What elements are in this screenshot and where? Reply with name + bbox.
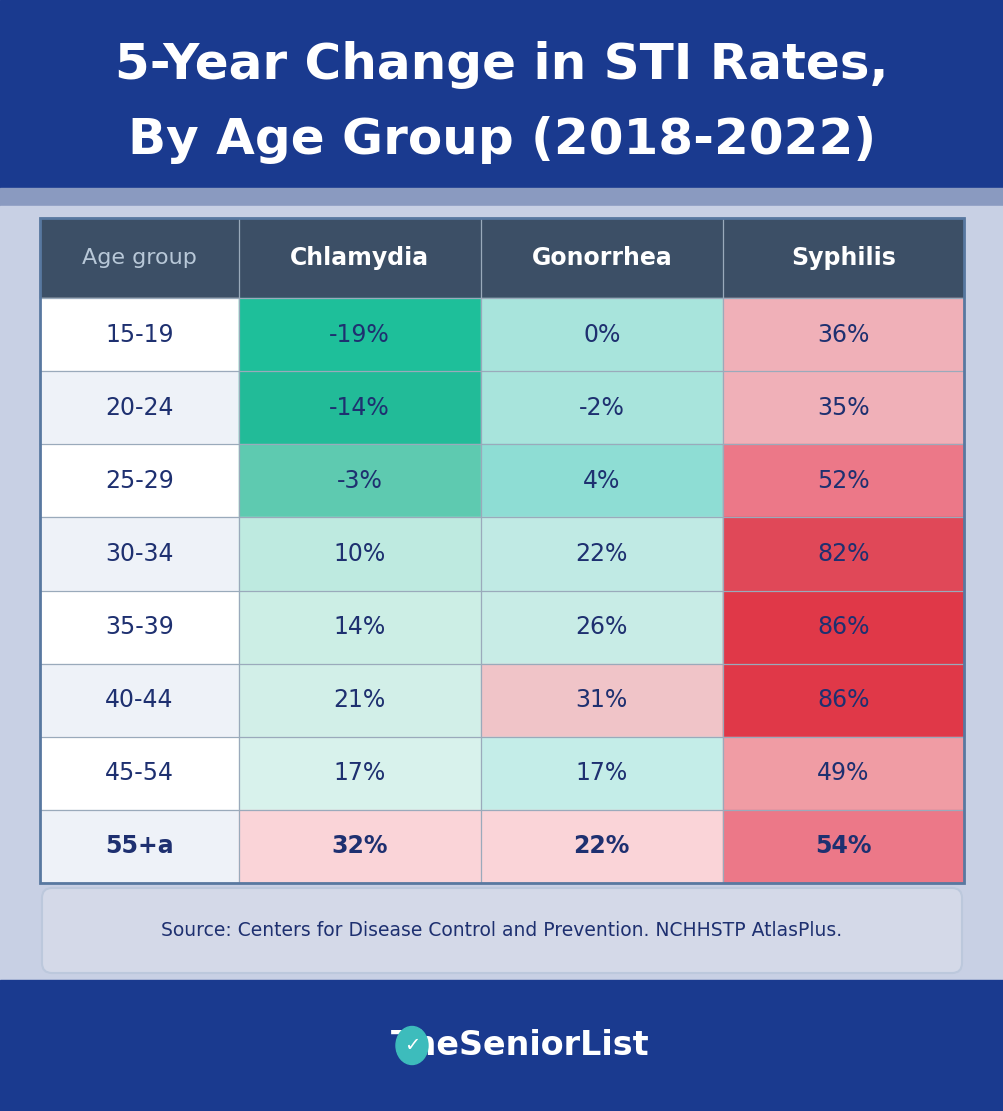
Bar bbox=[239, 518, 480, 591]
Text: 17%: 17% bbox=[333, 761, 385, 785]
Text: 86%: 86% bbox=[816, 688, 869, 712]
Text: 45-54: 45-54 bbox=[104, 761, 174, 785]
Bar bbox=[40, 518, 239, 591]
Text: 20-24: 20-24 bbox=[105, 396, 174, 420]
Bar bbox=[0, 0, 1003, 188]
Bar bbox=[239, 737, 480, 810]
Ellipse shape bbox=[395, 1027, 427, 1064]
Bar bbox=[722, 298, 963, 371]
Text: 21%: 21% bbox=[333, 688, 385, 712]
Bar bbox=[40, 298, 239, 371]
Text: ✓: ✓ bbox=[403, 1035, 420, 1055]
Bar bbox=[480, 810, 722, 883]
Text: 82%: 82% bbox=[816, 542, 869, 565]
Bar bbox=[722, 810, 963, 883]
Bar bbox=[0, 980, 1003, 1111]
Bar bbox=[40, 810, 239, 883]
Text: 0%: 0% bbox=[583, 322, 620, 347]
Bar bbox=[722, 444, 963, 518]
Bar bbox=[40, 663, 239, 737]
Text: Chlamydia: Chlamydia bbox=[290, 246, 429, 270]
Bar bbox=[0, 206, 1003, 1111]
Bar bbox=[40, 218, 963, 883]
Text: By Age Group (2018-2022): By Age Group (2018-2022) bbox=[127, 116, 876, 164]
Bar bbox=[40, 218, 963, 883]
Bar bbox=[239, 444, 480, 518]
Bar bbox=[40, 218, 963, 298]
Bar bbox=[239, 663, 480, 737]
Text: 22%: 22% bbox=[575, 542, 627, 565]
Text: 26%: 26% bbox=[575, 615, 627, 639]
Bar bbox=[40, 591, 239, 663]
Text: 35%: 35% bbox=[816, 396, 869, 420]
Text: 32%: 32% bbox=[331, 834, 387, 859]
Text: 15-19: 15-19 bbox=[105, 322, 174, 347]
Text: -2%: -2% bbox=[579, 396, 624, 420]
Text: Gonorrhea: Gonorrhea bbox=[531, 246, 671, 270]
Text: 49%: 49% bbox=[816, 761, 869, 785]
Text: 14%: 14% bbox=[333, 615, 385, 639]
Bar bbox=[239, 810, 480, 883]
Text: -19%: -19% bbox=[329, 322, 390, 347]
Text: TheSeniorList: TheSeniorList bbox=[390, 1029, 649, 1062]
Text: -14%: -14% bbox=[329, 396, 390, 420]
Bar bbox=[40, 371, 239, 444]
Text: 22%: 22% bbox=[573, 834, 629, 859]
Bar bbox=[40, 737, 239, 810]
Bar bbox=[722, 371, 963, 444]
FancyBboxPatch shape bbox=[42, 888, 961, 973]
Text: 25-29: 25-29 bbox=[105, 469, 174, 493]
Text: 4%: 4% bbox=[583, 469, 620, 493]
Text: 17%: 17% bbox=[575, 761, 627, 785]
Bar bbox=[480, 444, 722, 518]
Bar bbox=[480, 591, 722, 663]
Text: 86%: 86% bbox=[816, 615, 869, 639]
Text: 31%: 31% bbox=[575, 688, 627, 712]
Bar bbox=[480, 298, 722, 371]
Text: 55+a: 55+a bbox=[105, 834, 174, 859]
Text: -3%: -3% bbox=[336, 469, 382, 493]
Text: 52%: 52% bbox=[816, 469, 869, 493]
Text: Source: Centers for Disease Control and Prevention. NCHHSTP AtlasPlus.: Source: Centers for Disease Control and … bbox=[161, 921, 842, 940]
Text: 5-Year Change in STI Rates,: 5-Year Change in STI Rates, bbox=[115, 41, 888, 89]
Text: 54%: 54% bbox=[814, 834, 871, 859]
Bar bbox=[239, 298, 480, 371]
Text: 35-39: 35-39 bbox=[105, 615, 174, 639]
Text: 30-34: 30-34 bbox=[105, 542, 174, 565]
Bar bbox=[722, 518, 963, 591]
Bar bbox=[480, 371, 722, 444]
Bar bbox=[722, 663, 963, 737]
Bar bbox=[480, 737, 722, 810]
Bar bbox=[480, 518, 722, 591]
Bar bbox=[239, 591, 480, 663]
Text: 10%: 10% bbox=[333, 542, 385, 565]
Bar bbox=[722, 591, 963, 663]
Bar bbox=[480, 663, 722, 737]
Bar bbox=[722, 737, 963, 810]
Text: 40-44: 40-44 bbox=[105, 688, 174, 712]
Bar bbox=[40, 444, 239, 518]
Text: Syphilis: Syphilis bbox=[790, 246, 895, 270]
Text: Age group: Age group bbox=[82, 248, 197, 268]
Text: 36%: 36% bbox=[816, 322, 869, 347]
Bar bbox=[0, 188, 1003, 206]
Bar bbox=[239, 371, 480, 444]
